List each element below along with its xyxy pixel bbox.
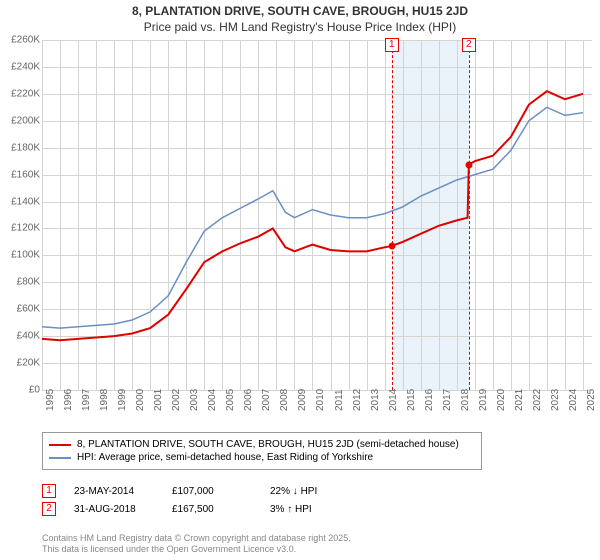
x-axis-label: 2014 [388, 389, 399, 411]
x-axis-label: 2023 [550, 389, 561, 411]
sale-date: 31-AUG-2018 [74, 504, 154, 515]
x-axis-label: 2005 [225, 389, 236, 411]
x-axis-label: 2009 [297, 389, 308, 411]
x-axis-label: 2001 [153, 389, 164, 411]
x-axis-label: 1996 [63, 389, 74, 411]
x-axis-label: 1998 [99, 389, 110, 411]
x-axis-label: 2002 [171, 389, 182, 411]
y-axis-label: £80K [0, 277, 40, 288]
y-axis-label: £100K [0, 250, 40, 261]
x-axis-label: 2021 [514, 389, 525, 411]
sale-row-marker: 2 [42, 502, 56, 516]
title-subtitle: Price paid vs. HM Land Registry's House … [0, 20, 600, 34]
series-hpi [42, 107, 583, 328]
x-axis-label: 2019 [478, 389, 489, 411]
sale-price: £167,500 [172, 504, 252, 515]
x-axis-label: 2004 [207, 389, 218, 411]
x-axis-label: 2016 [424, 389, 435, 411]
x-axis-label: 2003 [189, 389, 200, 411]
sale-diff: 3% ↑ HPI [270, 504, 312, 515]
sale-price: £107,000 [172, 486, 252, 497]
footer-line-2: This data is licensed under the Open Gov… [42, 544, 351, 556]
legend: 8, PLANTATION DRIVE, SOUTH CAVE, BROUGH,… [42, 432, 482, 470]
x-axis-label: 1999 [117, 389, 128, 411]
footer-line-1: Contains HM Land Registry data © Crown c… [42, 533, 351, 545]
y-axis-label: £0 [0, 385, 40, 396]
y-axis-label: £60K [0, 304, 40, 315]
x-axis-label: 2000 [135, 389, 146, 411]
x-axis-label: 2020 [496, 389, 507, 411]
x-axis-label: 2025 [586, 389, 597, 411]
x-axis-label: 2012 [352, 389, 363, 411]
y-axis-label: £160K [0, 169, 40, 180]
y-axis-label: £140K [0, 196, 40, 207]
legend-label: 8, PLANTATION DRIVE, SOUTH CAVE, BROUGH,… [77, 439, 459, 450]
sale-date: 23-MAY-2014 [74, 486, 154, 497]
x-axis-label: 2022 [532, 389, 543, 411]
x-axis-label: 2010 [315, 389, 326, 411]
y-axis-label: £240K [0, 61, 40, 72]
y-axis-label: £20K [0, 358, 40, 369]
y-axis-label: £40K [0, 331, 40, 342]
x-axis-label: 2018 [460, 389, 471, 411]
sales-table: 1 23-MAY-2014 £107,000 22% ↓ HPI 2 31-AUG-201… [42, 480, 317, 520]
x-axis-label: 2015 [406, 389, 417, 411]
sale-diff: 22% ↓ HPI [270, 486, 317, 497]
x-axis-label: 2024 [568, 389, 579, 411]
x-axis-label: 1997 [81, 389, 92, 411]
price-chart: £0£20K£40K£60K£80K£100K£120K£140K£160K£1… [42, 40, 592, 390]
x-axis-label: 2006 [243, 389, 254, 411]
x-axis-label: 2011 [334, 389, 345, 411]
footer-attribution: Contains HM Land Registry data © Crown c… [42, 533, 351, 556]
y-axis-label: £180K [0, 142, 40, 153]
y-axis-label: £200K [0, 115, 40, 126]
y-axis-label: £120K [0, 223, 40, 234]
x-axis-label: 2007 [261, 389, 272, 411]
x-axis-label: 2008 [279, 389, 290, 411]
y-axis-label: £260K [0, 35, 40, 46]
title-address: 8, PLANTATION DRIVE, SOUTH CAVE, BROUGH,… [0, 4, 600, 18]
x-axis-label: 2017 [442, 389, 453, 411]
legend-label: HPI: Average price, semi-detached house,… [77, 452, 373, 463]
x-axis-label: 1995 [45, 389, 56, 411]
series-property [42, 91, 583, 340]
x-axis-label: 2013 [370, 389, 381, 411]
sale-row-marker: 1 [42, 484, 56, 498]
y-axis-label: £220K [0, 88, 40, 99]
